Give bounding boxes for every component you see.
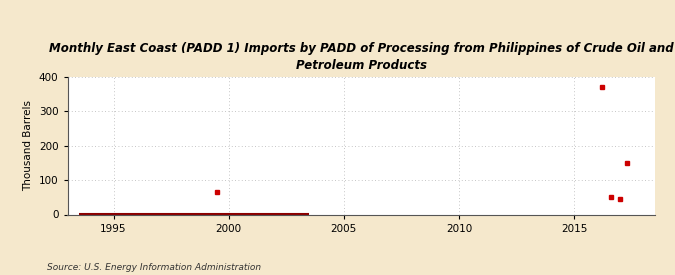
- Title: Monthly East Coast (PADD 1) Imports by PADD of Processing from Philippines of Cr: Monthly East Coast (PADD 1) Imports by P…: [49, 42, 674, 72]
- Text: Source: U.S. Energy Information Administration: Source: U.S. Energy Information Administ…: [47, 263, 261, 272]
- Y-axis label: Thousand Barrels: Thousand Barrels: [24, 100, 33, 191]
